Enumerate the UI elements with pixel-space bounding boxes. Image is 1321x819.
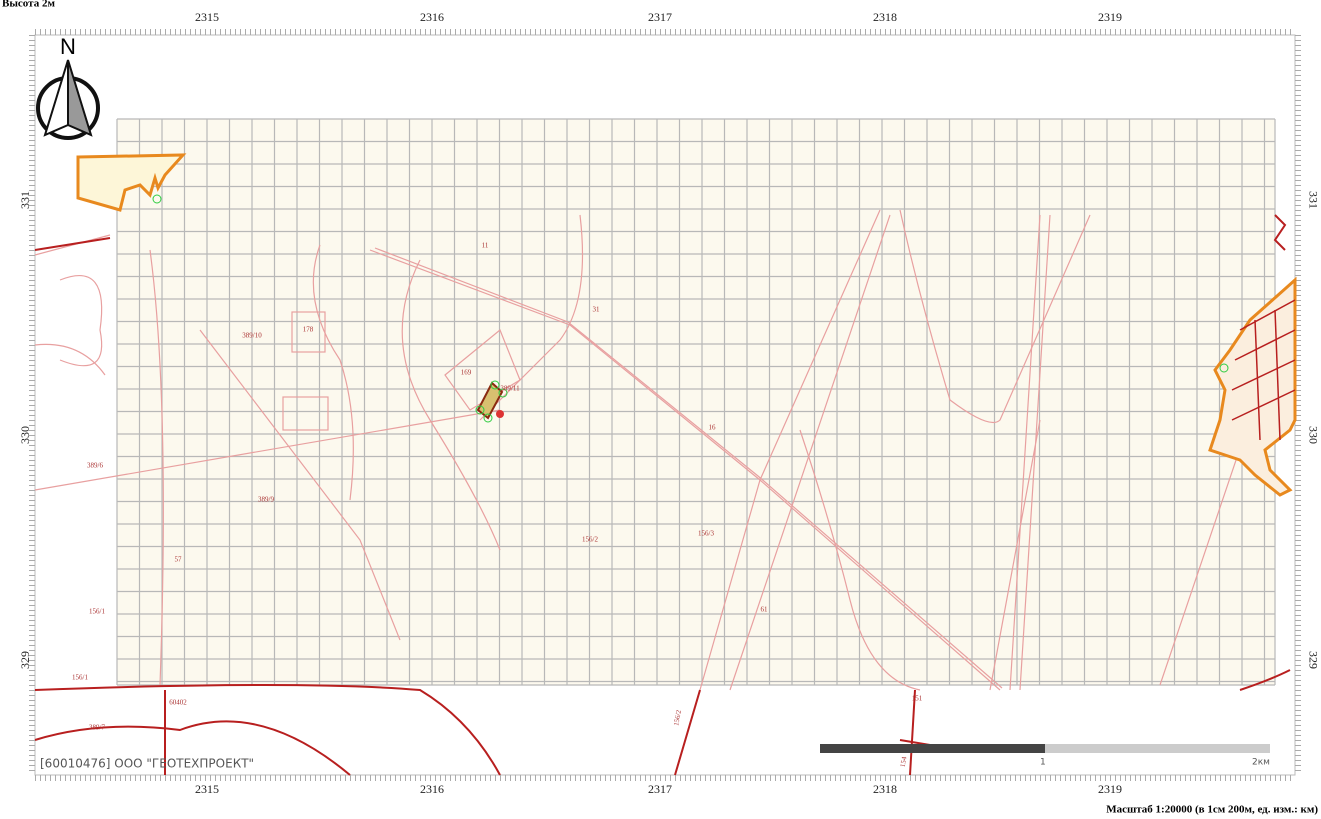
parcel-label: 389/7 <box>89 724 105 732</box>
x-coord-label: 2316 <box>420 782 444 796</box>
parcel-label: 178 <box>303 326 314 334</box>
zone-polygon <box>76 153 187 212</box>
y-coord-label: 330 <box>1306 426 1320 444</box>
x-coord-label: 2318 <box>873 10 897 24</box>
parcel-label: 389/11 <box>500 385 520 393</box>
parcel-label: 61 <box>761 606 769 614</box>
frame-ticks <box>29 29 1301 781</box>
site-marker <box>152 194 1229 423</box>
y-coord-label: 331 <box>18 191 32 209</box>
scale-bar-dark <box>820 744 1045 753</box>
parcel-label: 11 <box>482 242 489 250</box>
grid-area <box>117 119 1275 685</box>
y-coord-label: 329 <box>1306 651 1320 669</box>
settlement-streets <box>1231 299 1296 441</box>
x-coord-label: 2315 <box>195 782 219 796</box>
x-coord-label: 2319 <box>1098 10 1122 24</box>
scale-bar-label: 1 <box>1040 758 1046 768</box>
parcel-label: 389/6 <box>87 462 103 470</box>
parcel-label: 156/2 <box>672 709 683 727</box>
y-coord-label: 329 <box>18 651 32 669</box>
parcel-label: 156/3 <box>698 530 714 538</box>
height-label: Высота 2м <box>2 0 55 10</box>
parcel-label: 156/1 <box>72 674 88 682</box>
parcel-label: 31 <box>593 306 601 314</box>
north-arrow: N <box>36 34 100 140</box>
parcel-label: 389/9 <box>258 496 274 504</box>
x-coord-label: 2316 <box>420 10 444 24</box>
x-coord-label: 2315 <box>195 10 219 24</box>
y-coord-label: 331 <box>1306 191 1320 209</box>
company-label: [60010476] ООО "ГЕОТЕХПРОЕКТ" <box>40 757 254 771</box>
scale-bar-light <box>1045 744 1270 753</box>
zone-polygon <box>1208 276 1297 497</box>
major-roads <box>34 237 1291 776</box>
parcel-label: 57 <box>175 556 183 564</box>
x-coord-label: 2317 <box>648 10 672 24</box>
roads <box>34 209 1281 691</box>
x-coord-label: 2317 <box>648 782 672 796</box>
parcel-label: 151 <box>912 695 923 703</box>
x-coord-label: 2318 <box>873 782 897 796</box>
parcel-label: 16 <box>709 424 717 432</box>
road <box>1273 214 1287 251</box>
north-label: N <box>60 34 76 59</box>
y-coord-label: 330 <box>18 426 32 444</box>
parcel-label: 156/1 <box>89 608 105 616</box>
parcel-label: 169 <box>461 369 472 377</box>
parcel-label: 154 <box>899 756 909 768</box>
parcel-label: 156/2 <box>582 536 598 544</box>
scale-bar-label: 2км <box>1252 758 1270 768</box>
x-coord-label: 2319 <box>1098 782 1122 796</box>
scale-text: Масштаб 1:20000 (в 1см 200м, ед. изм.: к… <box>1106 804 1318 816</box>
parcel-label: 389/10 <box>242 332 262 340</box>
parcel-label: 60402 <box>169 699 187 707</box>
